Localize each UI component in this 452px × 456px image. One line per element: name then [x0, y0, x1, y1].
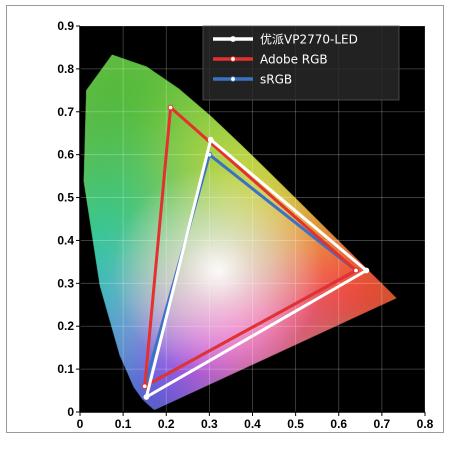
x-tick-label: 0.7 [374, 417, 391, 431]
legend-label: Adobe RGB [260, 53, 328, 67]
y-tick-label: 0.3 [57, 276, 74, 290]
y-tick-label: 0.1 [57, 362, 74, 376]
gamut-vertex-point [353, 267, 359, 274]
y-tick-label: 0.8 [57, 62, 74, 76]
y-tick-label: 0.5 [57, 191, 74, 205]
chromaticity-gamut-fill [83, 54, 397, 410]
x-tick-label: 0.6 [330, 417, 347, 431]
legend-label: 优派VP2770-LED [260, 33, 358, 47]
legend-marker [230, 36, 236, 42]
y-tick-label: 0.9 [57, 19, 74, 33]
gamut-vertex-point [141, 383, 148, 390]
gamut-vertex-point [207, 136, 214, 143]
y-tick-label: 0.7 [57, 105, 74, 119]
y-tick-label: 0.2 [57, 319, 74, 333]
x-tick-label: 0.4 [244, 417, 261, 431]
x-tick-label: 0.5 [287, 417, 304, 431]
cie-chromaticity-chart: 0 0.1 0.2 0.3 0.4 0.5 0.6 0.7 0.8 0 0.1 0.2 0.3 0.4 0.… [57, 19, 434, 431]
gamut-vertex-point [167, 104, 174, 111]
legend-marker [230, 56, 236, 62]
x-tick-label: 0.2 [158, 417, 175, 431]
gamut-vertex-point [363, 267, 370, 274]
gamut-triangle-0 [144, 138, 368, 399]
y-tick-label: 0.6 [57, 148, 74, 162]
x-tick-label: 0.1 [115, 417, 132, 431]
legend-label: sRGB [260, 73, 292, 87]
gamut-triangle-1 [143, 106, 357, 388]
y-tick-label: 0.4 [57, 233, 74, 247]
legend-marker [230, 76, 236, 82]
chart-frame: 0 0.1 0.2 0.3 0.4 0.5 0.6 0.7 0.8 0 0.1 0.2 0.3 0.4 0.… [6, 5, 444, 433]
x-tick-label: 0.3 [201, 417, 218, 431]
x-tick-label: 0 [77, 417, 84, 431]
y-tick-label: 0 [67, 405, 74, 419]
x-tick-label: 0.8 [417, 417, 434, 431]
gamut-vertex-point [143, 394, 150, 400]
